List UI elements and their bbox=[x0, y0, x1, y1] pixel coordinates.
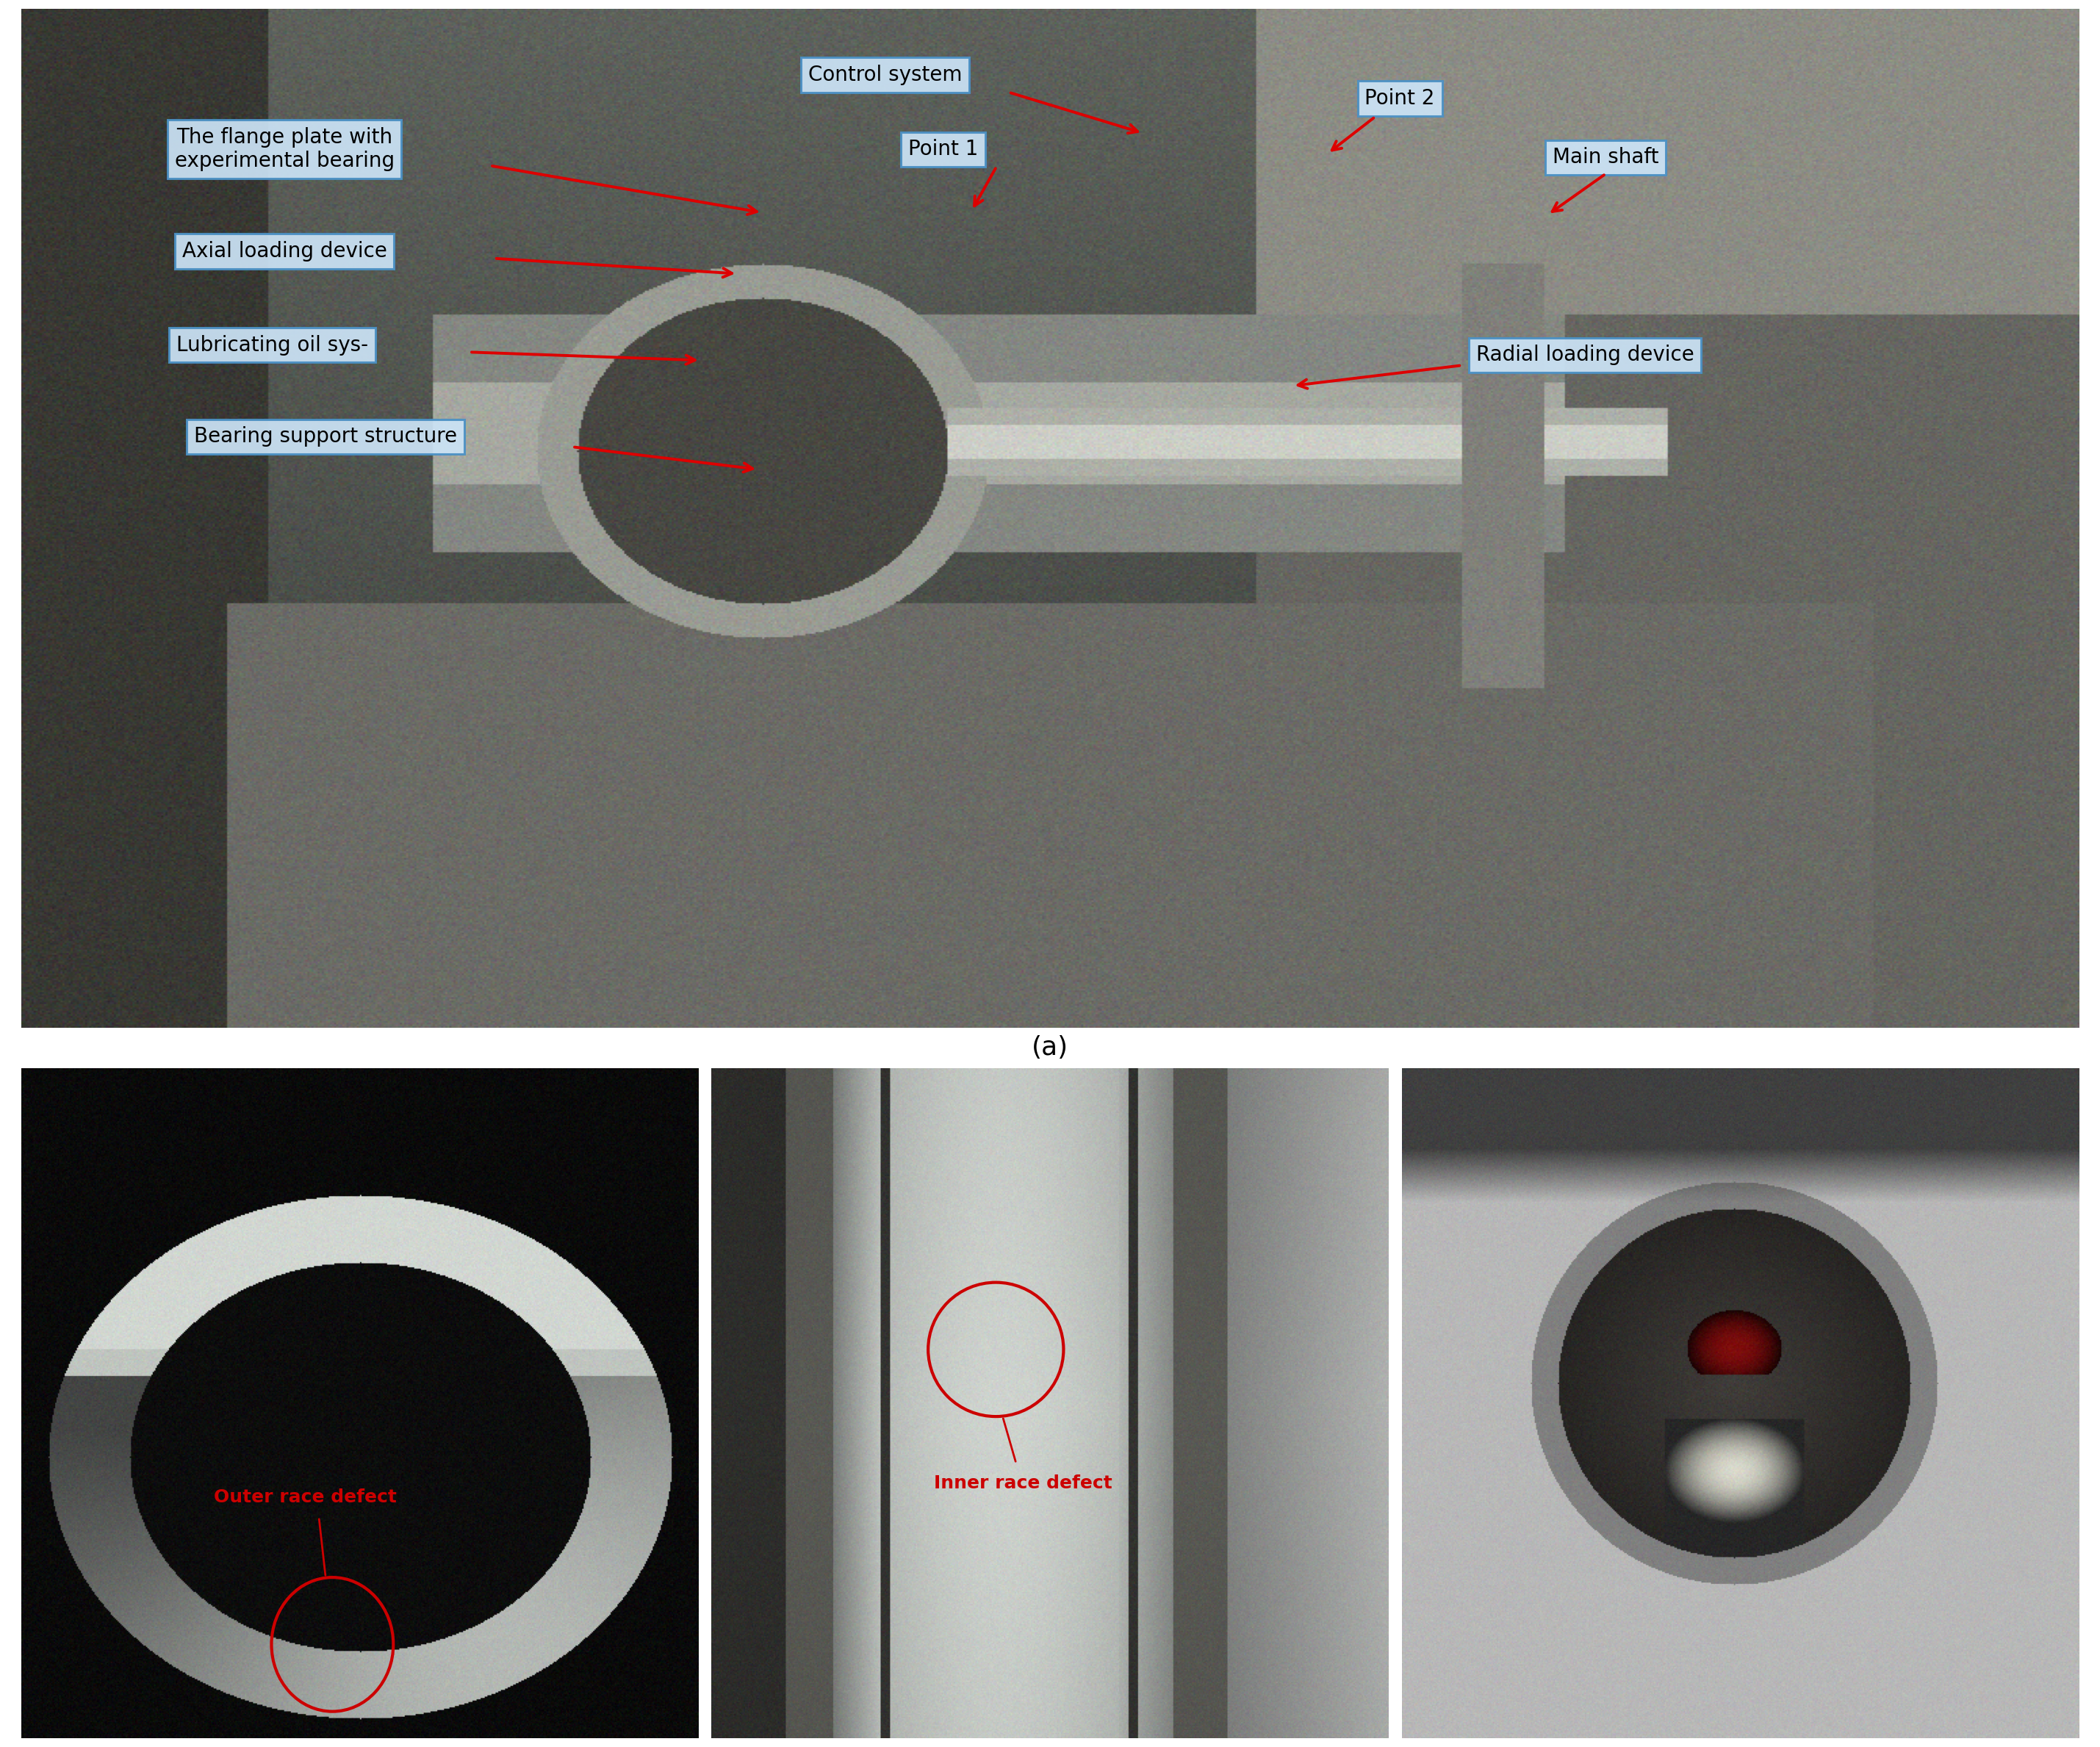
Text: (a): (a) bbox=[1031, 1036, 1069, 1060]
Text: Radial loading device: Radial loading device bbox=[1476, 344, 1695, 365]
Text: Control system: Control system bbox=[808, 65, 962, 86]
Text: Point 1: Point 1 bbox=[907, 140, 979, 159]
Text: Lubricating oil sys-: Lubricating oil sys- bbox=[176, 335, 368, 355]
Text: Point 2: Point 2 bbox=[1365, 87, 1434, 108]
Text: Main shaft: Main shaft bbox=[1552, 147, 1659, 168]
Text: Inner race defect: Inner race defect bbox=[934, 1474, 1113, 1492]
Text: Bearing support structure: Bearing support structure bbox=[193, 426, 458, 447]
Text: The flange plate with
experimental bearing: The flange plate with experimental beari… bbox=[174, 128, 395, 171]
Text: Outer race defect: Outer race defect bbox=[214, 1488, 397, 1506]
Text: Axial loading device: Axial loading device bbox=[183, 241, 386, 262]
